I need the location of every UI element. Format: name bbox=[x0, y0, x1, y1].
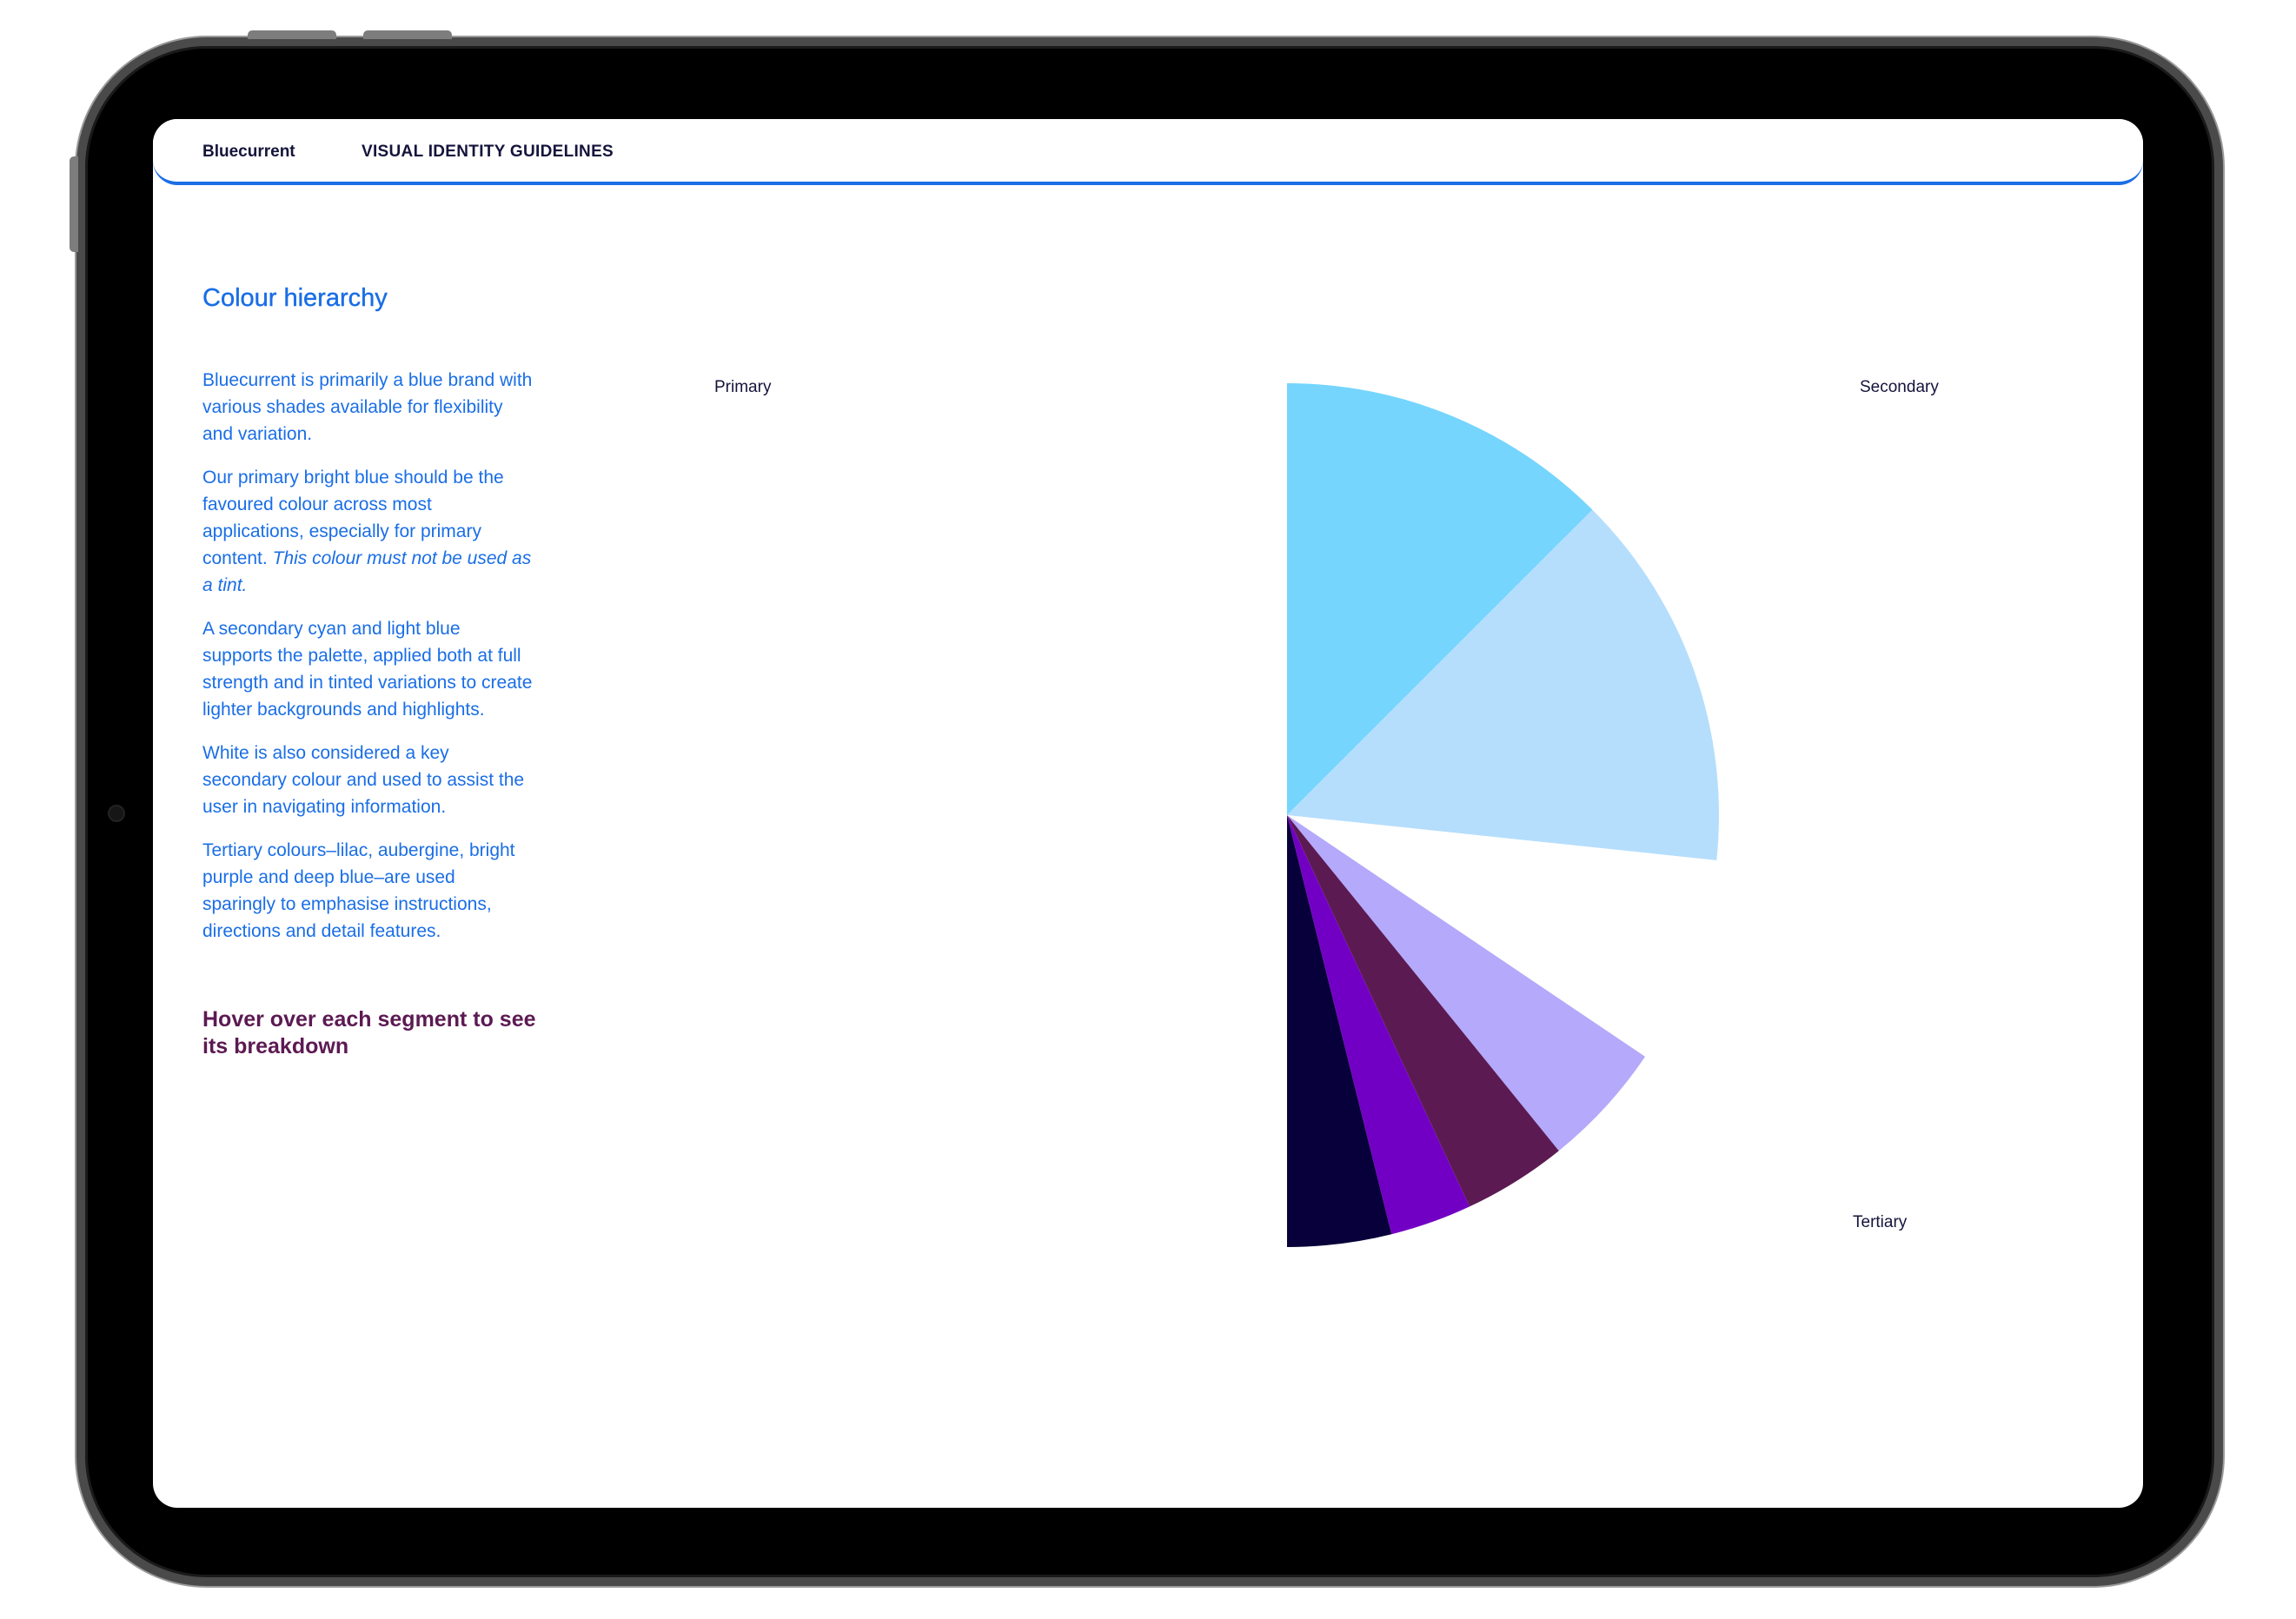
screen: Bluecurrent VISUAL IDENTITY GUIDELINES C… bbox=[153, 119, 2143, 1508]
pie-segment-2[interactable] bbox=[1287, 509, 1719, 860]
label-tertiary: Tertiary bbox=[1853, 1213, 1908, 1231]
label-secondary: Secondary bbox=[1860, 378, 1939, 396]
pie-segment-5[interactable] bbox=[1287, 815, 1559, 1207]
paragraph-1: Bluecurrent is primarily a blue brand wi… bbox=[202, 370, 533, 444]
page-title: Colour hierarchy bbox=[202, 284, 388, 312]
paragraph-4: White is also considered a key secondary… bbox=[202, 743, 525, 817]
pie-segment-3[interactable] bbox=[1287, 815, 1717, 1057]
intro-text: Bluecurrent is primarily a blue brand wi… bbox=[202, 367, 533, 961]
pie-segment-1[interactable] bbox=[1287, 383, 1593, 815]
paragraph-2-italic: This colour must not be used as a tint. bbox=[202, 548, 532, 595]
header-bar: Bluecurrent VISUAL IDENTITY GUIDELINES bbox=[153, 119, 2143, 185]
paragraph-2-text: Our primary bright blue should be the fa… bbox=[202, 468, 504, 568]
label-primary: Primary bbox=[714, 378, 772, 396]
camera-icon bbox=[108, 805, 125, 822]
device-top-button bbox=[363, 30, 452, 39]
paragraph-3: A secondary cyan and light blue supports… bbox=[202, 619, 533, 720]
device-side-button bbox=[70, 156, 78, 252]
pie-segment-6[interactable] bbox=[1287, 815, 1470, 1235]
paragraph-5: Tertiary colours–lilac, aubergine, brigh… bbox=[202, 840, 515, 941]
hover-instruction: Hover over each segment to see its break… bbox=[202, 1007, 536, 1058]
brand-link[interactable]: Bluecurrent bbox=[202, 143, 295, 161]
pie-segment-4[interactable] bbox=[1287, 815, 1646, 1151]
colour-hierarchy-chart bbox=[1287, 383, 1719, 1247]
device-top-button bbox=[248, 30, 336, 39]
pie-segment-7[interactable] bbox=[1287, 815, 1392, 1247]
document-title[interactable]: VISUAL IDENTITY GUIDELINES bbox=[362, 143, 614, 161]
paragraph-2: Our primary bright blue should be the fa… bbox=[202, 464, 533, 599]
